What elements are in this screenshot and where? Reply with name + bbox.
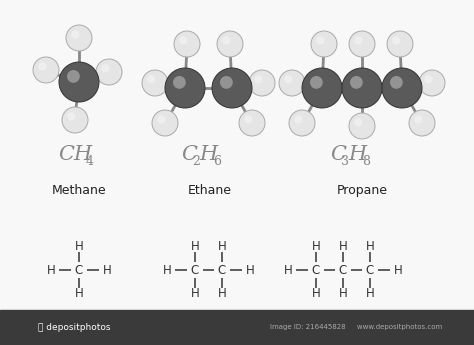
Text: H: H	[365, 240, 374, 253]
Circle shape	[174, 31, 200, 57]
Text: 8: 8	[362, 155, 370, 168]
Circle shape	[284, 75, 292, 83]
Circle shape	[390, 76, 403, 89]
Circle shape	[59, 62, 99, 102]
Text: H: H	[311, 240, 320, 253]
Circle shape	[289, 110, 315, 136]
Circle shape	[311, 31, 337, 57]
Circle shape	[38, 62, 46, 70]
Circle shape	[249, 70, 275, 96]
Circle shape	[212, 68, 252, 108]
Text: H: H	[191, 240, 200, 253]
Circle shape	[165, 68, 205, 108]
Text: H: H	[348, 145, 366, 164]
Circle shape	[152, 110, 178, 136]
Circle shape	[349, 113, 375, 139]
Text: H: H	[199, 145, 217, 164]
Text: Methane: Methane	[52, 184, 106, 197]
Text: Propane: Propane	[337, 184, 388, 197]
Text: H: H	[218, 240, 227, 253]
Text: H: H	[163, 264, 172, 276]
Circle shape	[302, 68, 342, 108]
Text: H: H	[338, 240, 347, 253]
Text: Ethane: Ethane	[188, 184, 232, 197]
Circle shape	[96, 59, 122, 85]
Circle shape	[173, 76, 186, 89]
Circle shape	[354, 36, 363, 45]
Text: H: H	[73, 145, 91, 164]
Text: H: H	[246, 264, 255, 276]
Circle shape	[157, 115, 165, 124]
Text: C: C	[58, 145, 74, 164]
Circle shape	[424, 75, 432, 83]
Text: 3: 3	[341, 155, 349, 168]
Circle shape	[66, 25, 92, 51]
Text: H: H	[311, 287, 320, 300]
Text: C: C	[312, 264, 320, 276]
Text: C: C	[191, 264, 199, 276]
Text: H: H	[393, 264, 402, 276]
Text: Image ID: 216445828     www.depositphotos.com: Image ID: 216445828 www.depositphotos.co…	[270, 324, 442, 330]
Text: C: C	[339, 264, 347, 276]
Circle shape	[419, 70, 445, 96]
Text: H: H	[365, 287, 374, 300]
Text: H: H	[191, 287, 200, 300]
Circle shape	[316, 36, 325, 45]
Circle shape	[387, 31, 413, 57]
Circle shape	[354, 118, 363, 127]
Text: C: C	[330, 145, 346, 164]
Text: H: H	[74, 240, 83, 253]
Circle shape	[409, 110, 435, 136]
Circle shape	[279, 70, 305, 96]
Text: C: C	[181, 145, 197, 164]
Text: C: C	[75, 264, 83, 276]
Circle shape	[349, 31, 375, 57]
Circle shape	[71, 30, 80, 39]
Text: 2: 2	[192, 155, 200, 168]
Circle shape	[392, 36, 401, 45]
Circle shape	[342, 68, 382, 108]
Text: H: H	[218, 287, 227, 300]
Text: H: H	[74, 287, 83, 300]
Text: C: C	[366, 264, 374, 276]
Circle shape	[62, 107, 88, 133]
Text: H: H	[46, 264, 55, 276]
Circle shape	[147, 75, 155, 83]
Circle shape	[222, 36, 230, 45]
Circle shape	[67, 70, 80, 83]
Circle shape	[179, 36, 188, 45]
Circle shape	[220, 76, 233, 89]
Text: H: H	[338, 287, 347, 300]
Circle shape	[414, 115, 422, 124]
Text: 6: 6	[213, 155, 221, 168]
Circle shape	[239, 110, 265, 136]
Circle shape	[254, 75, 263, 83]
Circle shape	[33, 57, 59, 83]
Circle shape	[217, 31, 243, 57]
Text: C: C	[218, 264, 226, 276]
Circle shape	[67, 112, 75, 120]
Text: H: H	[103, 264, 111, 276]
Circle shape	[382, 68, 422, 108]
Circle shape	[294, 115, 302, 124]
Bar	[0, 310, 474, 345]
Circle shape	[350, 76, 363, 89]
Text: H: H	[283, 264, 292, 276]
Text: ⓘ depositphotos: ⓘ depositphotos	[38, 323, 110, 332]
Circle shape	[310, 76, 323, 89]
Circle shape	[101, 64, 109, 72]
Text: 4: 4	[86, 155, 94, 168]
Circle shape	[142, 70, 168, 96]
Circle shape	[244, 115, 253, 124]
